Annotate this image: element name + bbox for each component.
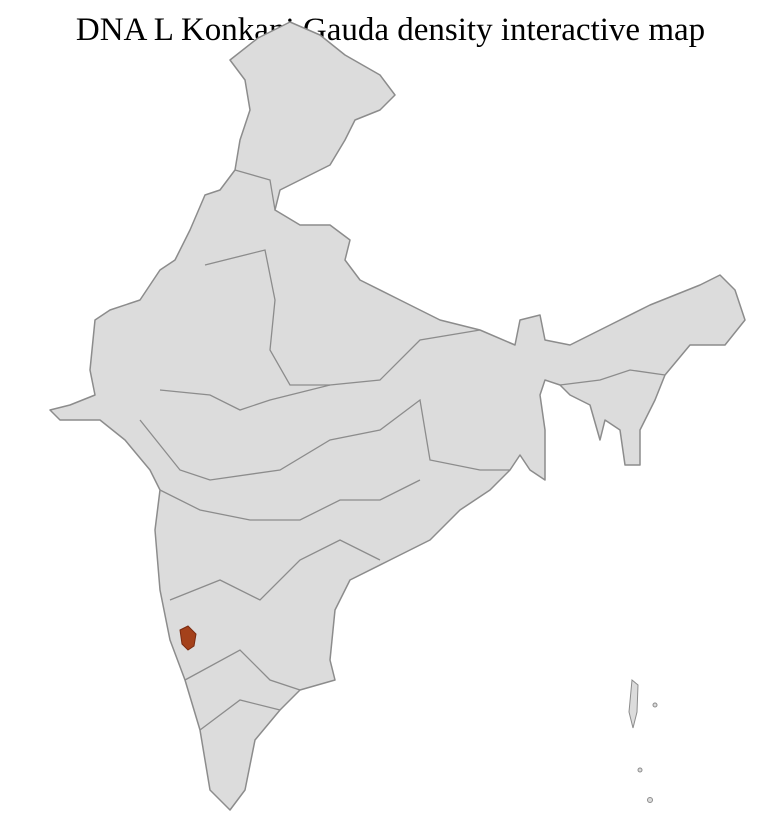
- highlighted-district-goa[interactable]: [179, 625, 197, 651]
- andaman-nicobar-islands: [628, 679, 658, 803]
- state-borders: [139, 169, 666, 731]
- india-outline[interactable]: [49, 21, 746, 811]
- map-title: DNA L Konkani Gauda density interactive …: [75, 12, 706, 48]
